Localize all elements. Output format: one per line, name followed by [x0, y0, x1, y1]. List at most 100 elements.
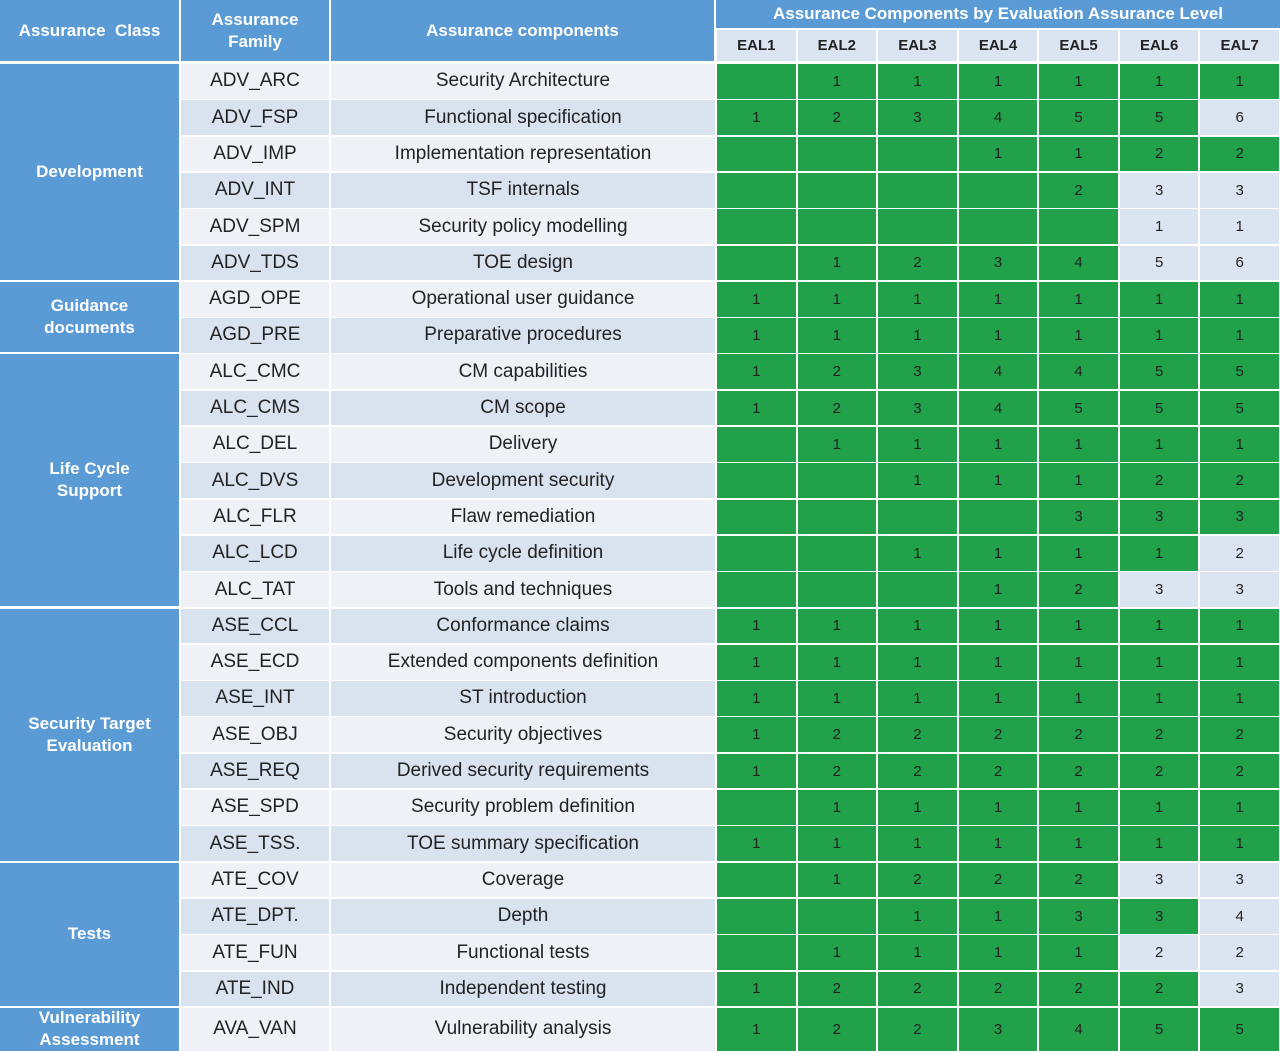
eal-cell: 1 — [1119, 681, 1199, 716]
eal-cell: 3 — [1200, 499, 1279, 535]
component-cell-text: Functional specification — [424, 106, 622, 128]
component-cell-text: Coverage — [481, 868, 565, 890]
eal-cell: 1 — [878, 64, 957, 99]
eal-cell: 1 — [1039, 318, 1118, 353]
class-cell-text: Tests — [67, 924, 112, 944]
eal-cell-text: 1 — [832, 72, 842, 90]
eal-cell: 1 — [717, 753, 796, 789]
eal-cell-text: 1 — [832, 835, 842, 853]
eal-level-text: EAL6 — [1139, 37, 1179, 54]
eal-cell-text: 2 — [1154, 472, 1164, 490]
eal-cell-text: 1 — [752, 689, 761, 707]
eal-cell-text: 1 — [1154, 617, 1164, 635]
eal-level: EAL3 — [878, 30, 957, 61]
eal-cell: 1 — [797, 826, 877, 862]
eal-cell-text: 2 — [1074, 871, 1083, 889]
component-cell: Functional specification — [331, 100, 715, 136]
class-cell: Vulnerability Assessment — [0, 1007, 179, 1051]
component-cell-text: Security problem definition — [411, 796, 635, 818]
eal-cell — [717, 463, 796, 499]
eal-cell-text: 1 — [832, 653, 842, 671]
eal-cell: 1 — [878, 790, 957, 825]
eal-cell-text: 1 — [1074, 326, 1083, 344]
eal-cell: 1 — [958, 644, 1038, 680]
eal-cell-text: 1 — [1235, 290, 1244, 308]
eal-cell-text: 1 — [993, 544, 1003, 562]
eal-cell-text: 1 — [993, 290, 1003, 308]
family-cell-text: ADV_INT — [214, 179, 296, 201]
eal-cell: 1 — [1039, 681, 1118, 716]
eal-level-text: EAL7 — [1220, 37, 1259, 54]
family-cell-text: AGD_PRE — [209, 324, 301, 346]
component-cell: Extended components definition — [331, 644, 715, 680]
eal-cell — [958, 209, 1038, 244]
eal-cell: 1 — [1039, 826, 1118, 862]
eal-level: EAL1 — [717, 30, 796, 61]
eal-cell: 3 — [1200, 172, 1279, 208]
eal-cell: 1 — [1200, 318, 1279, 353]
eal-cell-text: 2 — [1235, 145, 1244, 163]
eal-cell: 4 — [1039, 354, 1118, 390]
eal-cell — [797, 136, 877, 172]
family-cell-text: ATE_FUN — [212, 941, 298, 963]
eal-cell: 1 — [1039, 427, 1118, 462]
eal-cell-text: 1 — [913, 472, 922, 490]
component-cell: Coverage — [331, 862, 715, 898]
eal-cell-text: 1 — [1074, 435, 1083, 453]
eal-cell: 2 — [797, 717, 877, 753]
eal-cell: 1 — [1119, 790, 1199, 825]
eal-cell-text: 2 — [1235, 726, 1244, 744]
eal-cell-text: 1 — [1235, 435, 1244, 453]
eal-cell-text: 3 — [993, 1020, 1003, 1038]
eal-cell-text: 2 — [1154, 980, 1164, 998]
eal-cell-text: 3 — [1235, 871, 1244, 889]
eal-cell-text: 1 — [832, 290, 842, 308]
family-header: Assurance Family — [181, 0, 329, 61]
family-cell: ATE_IND — [181, 971, 329, 1007]
eal-cell: 2 — [958, 753, 1038, 789]
eal-cell-text: 2 — [1154, 944, 1164, 962]
eal-cell: 2 — [1200, 753, 1279, 789]
eal-cell: 3 — [1119, 898, 1199, 934]
eal-cell-text: 1 — [1074, 145, 1083, 163]
eal-cell-text: 1 — [1154, 435, 1164, 453]
eal-level-text: EAL3 — [898, 37, 937, 54]
family-cell-text: ALC_DVS — [211, 469, 299, 491]
eal-cell: 2 — [878, 717, 957, 753]
family-cell: ALC_DVS — [181, 463, 329, 499]
eal-cell-text: 1 — [913, 72, 922, 90]
eal-cell: 6 — [1200, 245, 1279, 281]
component-cell-text: Vulnerability analysis — [434, 1018, 612, 1040]
eal-cell — [717, 64, 796, 99]
eal-cell: 1 — [958, 64, 1038, 99]
eal-cell: 2 — [1039, 971, 1118, 1007]
eal-cell — [717, 862, 796, 898]
eal-cell: 1 — [797, 318, 877, 353]
eal-cell: 1 — [797, 681, 877, 716]
eal-cell: 1 — [797, 427, 877, 462]
components-header-text: Assurance components — [426, 20, 619, 40]
eal-cell: 1 — [717, 644, 796, 680]
family-cell-text: AVA_VAN — [213, 1018, 297, 1040]
eal-cell: 3 — [1119, 572, 1199, 607]
component-cell-text: CM scope — [480, 397, 566, 419]
component-cell: Security objectives — [331, 717, 715, 753]
family-cell: ALC_FLR — [181, 499, 329, 535]
eal-cell-text: 1 — [993, 326, 1003, 344]
eal-cell: 1 — [1039, 935, 1118, 970]
eal-cell-text: 1 — [993, 798, 1003, 816]
eal-cell: 2 — [1039, 862, 1118, 898]
eal-cell: 1 — [1119, 427, 1199, 462]
eal-level: EAL2 — [797, 30, 877, 61]
eal-cell-text: 5 — [1235, 1020, 1244, 1038]
eal-cell-text: 5 — [1154, 363, 1164, 381]
eal-cell — [878, 136, 957, 172]
eal-cell — [1039, 209, 1118, 244]
eal-cell: 1 — [1119, 644, 1199, 680]
eal-cell-text: 1 — [1074, 617, 1083, 635]
component-cell-text: Security objectives — [443, 723, 603, 745]
component-cell: Security problem definition — [331, 790, 715, 825]
component-cell-text: ST introduction — [459, 687, 587, 709]
family-cell: ALC_CMC — [181, 354, 329, 390]
class-cell-text: Vulnerability Assessment — [38, 1008, 145, 1050]
